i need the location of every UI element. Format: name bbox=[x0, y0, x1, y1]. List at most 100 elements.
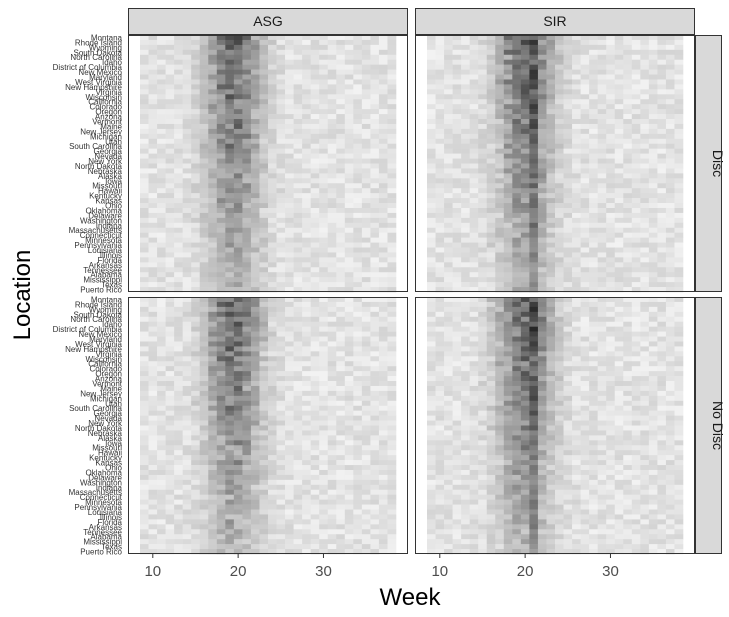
heatmap-cell bbox=[268, 79, 277, 85]
heatmap-cell bbox=[589, 168, 598, 174]
heatmap-cell bbox=[276, 297, 286, 303]
heatmap-cell bbox=[606, 287, 616, 293]
heatmap-cell bbox=[674, 64, 684, 70]
heatmap-cell bbox=[259, 376, 269, 382]
heatmap-cell bbox=[285, 277, 294, 283]
heatmap-cell bbox=[259, 544, 269, 550]
heatmap-cell bbox=[589, 158, 598, 164]
heatmap-cell bbox=[520, 193, 530, 199]
heatmap-cell bbox=[310, 336, 320, 342]
heatmap-cell bbox=[657, 212, 667, 219]
heatmap-cell bbox=[444, 262, 453, 268]
heatmap-cell bbox=[302, 341, 311, 347]
heatmap-cell bbox=[378, 524, 388, 530]
heatmap-cell bbox=[140, 415, 149, 421]
heatmap-cell bbox=[199, 341, 209, 347]
heatmap-cell bbox=[293, 420, 303, 426]
heatmap-cell bbox=[674, 188, 684, 194]
heatmap-cell bbox=[461, 262, 470, 268]
heatmap-cell bbox=[276, 163, 286, 169]
heatmap-cell bbox=[674, 35, 684, 41]
heatmap-cell bbox=[199, 494, 209, 500]
heatmap-cell bbox=[353, 524, 363, 530]
heatmap-cell bbox=[302, 376, 311, 382]
heatmap-cell bbox=[191, 524, 201, 530]
heatmap-cell bbox=[486, 217, 496, 224]
heatmap-cell bbox=[259, 163, 269, 169]
heatmap-cell bbox=[353, 178, 363, 184]
heatmap-cell bbox=[199, 514, 209, 520]
heatmap-cell bbox=[310, 509, 320, 515]
heatmap-cell bbox=[276, 509, 286, 515]
heatmap-cell bbox=[285, 331, 294, 337]
heatmap-cell bbox=[546, 237, 556, 243]
heatmap-cell bbox=[208, 306, 218, 313]
heatmap-cell bbox=[310, 242, 320, 248]
heatmap-cell bbox=[182, 460, 192, 466]
heatmap-cell bbox=[614, 54, 624, 61]
heatmap-cell bbox=[327, 69, 337, 75]
heatmap-cell bbox=[140, 163, 149, 169]
heatmap-cell bbox=[512, 311, 522, 318]
heatmap-cell bbox=[165, 455, 175, 461]
heatmap-cell bbox=[199, 440, 209, 446]
heatmap-cell bbox=[199, 114, 209, 120]
heatmap-cell bbox=[174, 321, 183, 327]
heatmap-cell bbox=[461, 207, 470, 214]
heatmap-cell bbox=[580, 114, 590, 120]
heatmap-cell bbox=[285, 183, 294, 189]
heatmap-cell bbox=[310, 321, 320, 327]
heatmap-cell bbox=[242, 94, 252, 100]
heatmap-cell bbox=[597, 44, 607, 51]
heatmap-cell bbox=[268, 35, 277, 41]
heatmap-cell bbox=[461, 272, 470, 278]
heatmap-cell bbox=[648, 99, 658, 105]
heatmap-cell bbox=[614, 138, 624, 145]
heatmap-cell bbox=[461, 297, 470, 303]
heatmap-cell bbox=[370, 193, 380, 199]
heatmap-cell bbox=[631, 247, 641, 253]
heatmap-cell bbox=[461, 203, 470, 209]
heatmap-cell bbox=[233, 435, 243, 441]
heatmap-cell bbox=[503, 311, 513, 318]
heatmap-cell bbox=[563, 35, 573, 41]
heatmap-cell bbox=[242, 252, 252, 258]
heatmap-cell bbox=[378, 474, 388, 481]
heatmap-cell bbox=[444, 168, 453, 174]
heatmap-cell bbox=[293, 282, 303, 288]
heatmap-cell bbox=[512, 89, 522, 95]
heatmap-cell bbox=[182, 519, 192, 525]
heatmap-cell bbox=[233, 133, 243, 140]
heatmap-cell bbox=[435, 69, 445, 75]
heatmap-cell bbox=[503, 321, 513, 327]
heatmap-cell bbox=[242, 272, 252, 278]
heatmap-cell bbox=[225, 519, 235, 525]
heatmap-cell bbox=[640, 84, 650, 90]
heatmap-cell bbox=[174, 114, 183, 120]
heatmap-cell bbox=[165, 534, 175, 540]
heatmap-cell bbox=[216, 390, 226, 397]
heatmap-cell bbox=[208, 539, 218, 545]
heatmap-cell bbox=[225, 123, 235, 130]
heatmap-cell bbox=[361, 390, 371, 397]
heatmap-cell bbox=[353, 509, 363, 515]
heatmap-cell bbox=[233, 297, 243, 303]
heatmap-cell bbox=[665, 74, 675, 80]
heatmap-cell bbox=[623, 297, 633, 303]
heatmap-cell bbox=[225, 509, 235, 515]
heatmap-cell bbox=[336, 400, 346, 407]
heatmap-cell bbox=[648, 163, 658, 169]
heatmap-cell bbox=[174, 420, 183, 426]
heatmap-cell bbox=[631, 193, 641, 199]
heatmap-cell bbox=[276, 400, 286, 407]
heatmap-cell bbox=[452, 346, 462, 352]
heatmap-cell bbox=[148, 163, 158, 169]
heatmap-cell bbox=[503, 252, 513, 258]
heatmap-cell bbox=[452, 207, 462, 214]
heatmap-cell bbox=[191, 336, 201, 342]
heatmap-cell bbox=[157, 336, 166, 342]
heatmap-cell bbox=[469, 257, 479, 263]
heatmap-cell bbox=[648, 188, 658, 194]
heatmap-cell bbox=[182, 114, 192, 120]
heatmap-cell bbox=[140, 420, 149, 426]
